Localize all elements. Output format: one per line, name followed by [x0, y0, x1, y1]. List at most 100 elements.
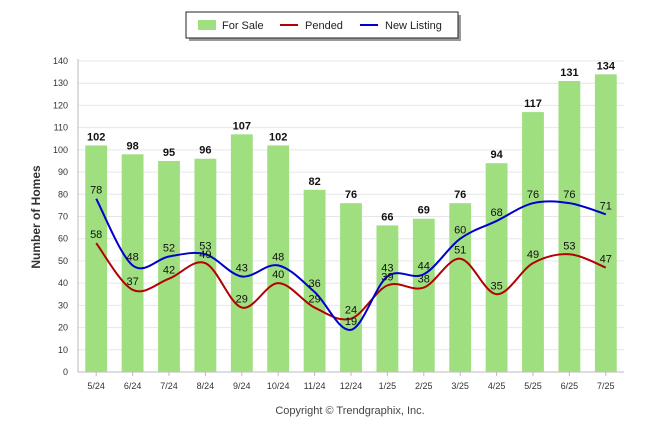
legend-label-for-sale: For Sale — [222, 20, 264, 32]
point-label-new-listing: 43 — [381, 262, 393, 274]
bar-value-label: 102 — [87, 131, 105, 143]
y-axis-label: Number of Homes — [29, 165, 43, 269]
point-label-new-listing: 71 — [600, 200, 612, 212]
point-label-pended: 53 — [563, 240, 575, 252]
bar-value-label: 102 — [269, 131, 287, 143]
x-tick-label: 3/25 — [451, 381, 469, 391]
point-label-pended: 49 — [199, 249, 211, 261]
lines — [95, 198, 607, 331]
x-tick-label: 10/24 — [267, 381, 290, 391]
y-tick-label: 40 — [58, 278, 68, 288]
y-tick-label: 30 — [58, 300, 68, 310]
point-label-pended: 24 — [345, 305, 357, 317]
bar-value-label: 131 — [560, 67, 578, 79]
line-pended — [95, 242, 607, 321]
bar-value-label: 98 — [126, 140, 138, 152]
point-label-pended: 51 — [454, 245, 466, 257]
point-label-new-listing: 44 — [418, 260, 430, 272]
point-label-new-listing: 78 — [90, 185, 102, 197]
x-tick-label: 8/24 — [197, 381, 215, 391]
bar-value-label: 66 — [381, 211, 393, 223]
x-tick-label: 6/25 — [561, 381, 579, 391]
x-tick-label: 5/24 — [87, 381, 105, 391]
point-label-pended: 58 — [90, 229, 102, 241]
point-label-new-listing: 76 — [563, 189, 575, 201]
bar-value-label: 96 — [199, 145, 211, 157]
bar-for-sale — [376, 225, 399, 372]
y-tick-label: 20 — [58, 323, 68, 333]
point-label-pended: 47 — [600, 254, 612, 266]
point-label-pended: 38 — [418, 274, 430, 286]
bar-value-label: 69 — [418, 205, 430, 217]
x-tick-label: 11/24 — [304, 381, 326, 391]
y-tick-label: 50 — [58, 256, 68, 266]
bar-value-label: 107 — [233, 120, 251, 132]
point-label-new-listing: 52 — [163, 242, 175, 254]
y-tick-label: 70 — [58, 212, 68, 222]
x-tick-label: 4/25 — [488, 381, 506, 391]
bar-for-sale — [412, 218, 435, 372]
x-tick-label: 7/24 — [160, 381, 178, 391]
bar-for-sale — [485, 163, 508, 372]
bar-for-sale — [121, 154, 144, 372]
x-tick-label: 6/24 — [124, 381, 142, 391]
copyright-footer: Copyright © Trendgraphix, Inc. — [275, 405, 424, 417]
bar-for-sale — [303, 189, 326, 372]
bar-for-sale — [85, 145, 108, 372]
bar-value-label: 76 — [454, 189, 466, 201]
bar-for-sale — [194, 158, 217, 372]
point-label-pended: 49 — [527, 249, 539, 261]
bar-value-label: 76 — [345, 189, 357, 201]
y-tick-label: 130 — [53, 78, 68, 88]
point-label-new-listing: 53 — [199, 240, 211, 252]
y-tick-label: 80 — [58, 189, 68, 199]
point-label-new-listing: 60 — [454, 225, 466, 237]
x-tick-label: 5/25 — [524, 381, 542, 391]
bar-for-sale — [230, 134, 253, 372]
bar-for-sale — [158, 160, 180, 372]
bar-value-label: 82 — [308, 176, 320, 188]
y-tick-label: 110 — [54, 123, 68, 133]
y-tick-label: 10 — [58, 345, 68, 355]
bar-value-label: 94 — [490, 149, 503, 161]
x-tick-label: 1/25 — [379, 381, 397, 391]
x-tick-label: 12/24 — [340, 381, 363, 391]
point-label-pended: 29 — [308, 294, 320, 306]
y-tick-label: 0 — [63, 367, 68, 377]
bars — [85, 74, 617, 372]
legend-label-new-listing: New Listing — [385, 20, 442, 32]
x-tick-label: 9/24 — [233, 381, 251, 391]
y-tick-label: 100 — [53, 145, 68, 155]
legend: For Sale Pended New Listing — [185, 11, 461, 41]
y-tick-label: 90 — [58, 167, 68, 177]
bar-for-sale — [449, 203, 472, 372]
point-label-new-listing: 43 — [236, 262, 248, 274]
point-label-pended: 42 — [163, 265, 175, 277]
data-labels: 102 98 95 96 107 102 82 76 66 69 76 94 117 131 134 58 37… — [87, 60, 616, 327]
point-label-new-listing: 48 — [126, 251, 138, 263]
point-label-new-listing: 36 — [308, 278, 320, 290]
point-label-pended: 37 — [126, 276, 138, 288]
bar-for-sale — [267, 145, 290, 372]
point-label-pended: 29 — [236, 294, 248, 306]
bar-value-label: 117 — [524, 98, 542, 110]
bar-for-sale — [558, 80, 581, 372]
legend-label-pended: Pended — [305, 20, 343, 32]
bar-for-sale — [594, 74, 617, 372]
legend-box — [185, 11, 459, 39]
point-label-new-listing: 76 — [527, 189, 539, 201]
y-tick-label: 120 — [53, 100, 68, 110]
y-tick-label: 60 — [58, 234, 68, 244]
y-tick-label: 140 — [53, 56, 68, 66]
point-label-new-listing: 68 — [490, 207, 502, 219]
bar-for-sale — [522, 112, 544, 372]
x-tick-label: 7/25 — [597, 381, 615, 391]
bar-value-label: 134 — [597, 60, 616, 72]
x-tick-label: 2/25 — [415, 381, 433, 391]
point-label-pended: 35 — [490, 280, 502, 292]
line-new-listing — [95, 198, 607, 331]
point-label-new-listing: 48 — [272, 251, 284, 263]
point-label-pended: 40 — [272, 269, 284, 281]
point-label-pended: 39 — [381, 271, 393, 283]
